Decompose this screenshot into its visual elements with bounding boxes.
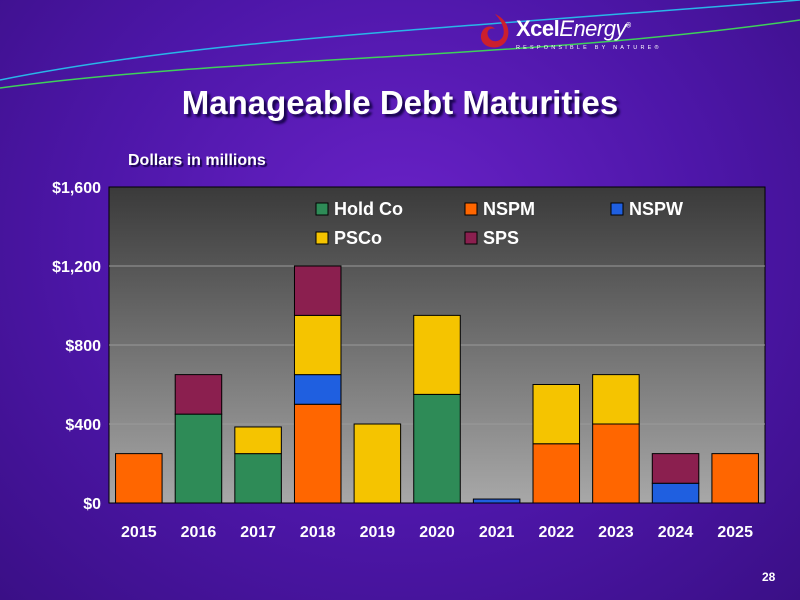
x-tick-label: 2025 [717, 524, 753, 541]
logo-tagline: RESPONSIBLE BY NATURE® [516, 45, 662, 51]
bar-segment-nspw-2024 [651, 482, 700, 504]
y-tick-label: $400 [65, 417, 101, 434]
legend-swatch [610, 202, 624, 216]
bar-segment-nspw-2018 [293, 374, 342, 405]
x-tick-label: 2015 [121, 524, 157, 541]
bar-segment-psco-2019 [353, 423, 402, 504]
bar-segment-sps-2024 [651, 453, 700, 484]
legend-swatch [464, 202, 478, 216]
decorative-swoosh [0, 0, 800, 89]
flame-icon [480, 14, 509, 48]
x-tick-label: 2019 [360, 524, 396, 541]
x-tick-label: 2022 [538, 524, 574, 541]
chart-subtitle: Dollars in millions [128, 152, 266, 169]
bar-segment-hold-co-2016 [174, 413, 223, 504]
legend-swatch [315, 202, 329, 216]
bar-segment-nspm-2023 [592, 423, 640, 504]
bar-segment-nspm-2022 [532, 443, 581, 504]
x-tick-label: 2024 [658, 524, 694, 541]
slide-title: Manageable Debt Maturities [181, 84, 619, 121]
y-tick-label: $1,600 [52, 180, 101, 197]
bar-segment-psco-2023 [592, 374, 640, 425]
x-tick-label: 2016 [181, 524, 217, 541]
logo-wordmark: XcelEnergy® [516, 16, 631, 41]
x-tick-label: 2023 [598, 524, 634, 541]
xcel-energy-logo: XcelEnergy® RESPONSIBLE BY NATURE® [478, 12, 659, 58]
bar-segment-nspw-2021 [472, 498, 521, 504]
bar-segment-nspm-2025 [711, 453, 759, 504]
page-number: 28 [762, 570, 776, 584]
y-tick-label: $800 [65, 338, 101, 355]
x-tick-label: 2020 [419, 524, 455, 541]
bar-segment-psco-2017 [234, 426, 282, 455]
y-tick-label: $0 [83, 496, 101, 513]
x-axis-ticks: 2015 2016 2017 2018 2019 2020 2021 2022 2023 2024… [121, 524, 753, 541]
x-tick-label: 2018 [300, 524, 336, 541]
y-axis-ticks: $0 $400 $800 $1,200 $1,600 [52, 180, 101, 513]
bar-segment-hold-co-2020 [413, 393, 461, 504]
bar-segment-nspm-2015 [115, 453, 163, 504]
bar-segment-sps-2018 [293, 265, 342, 316]
legend-swatch [315, 231, 329, 245]
legend-swatch [464, 231, 478, 245]
bar-stacks [115, 265, 759, 504]
bar-segment-psco-2018 [293, 314, 342, 376]
bar-segment-sps-2016 [174, 374, 223, 415]
legend-label: SPS [483, 228, 519, 248]
bar-segment-hold-co-2017 [234, 453, 282, 504]
x-tick-label: 2021 [479, 524, 515, 541]
y-tick-label: $1,200 [52, 259, 101, 276]
legend-label: PSCo [334, 228, 382, 248]
legend-label: Hold Co [334, 199, 403, 219]
bar-segment-nspm-2018 [293, 403, 342, 504]
bar-segment-psco-2020 [413, 314, 461, 395]
legend-label: NSPW [629, 199, 683, 219]
bar-segment-psco-2022 [532, 384, 581, 445]
chart-legend: Hold Co NSPM NSPW PSCo SPS [315, 199, 683, 248]
legend-label: NSPM [483, 199, 535, 219]
x-tick-label: 2017 [240, 524, 276, 541]
